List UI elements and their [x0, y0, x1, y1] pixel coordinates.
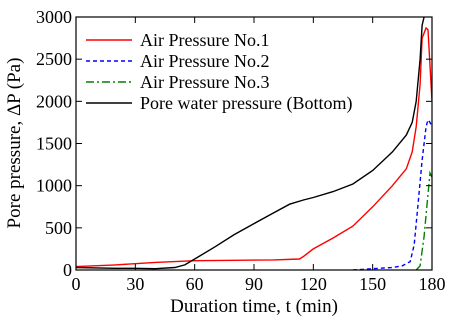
- x-tick-label: 150: [359, 274, 386, 294]
- y-tick-label: 500: [45, 218, 72, 238]
- legend-label-1: Air Pressure No.1: [140, 30, 269, 50]
- x-tick-label: 120: [300, 274, 327, 294]
- y-tick-label: 0: [63, 260, 72, 280]
- y-tick-label: 1500: [36, 134, 72, 154]
- y-tick-label: 2500: [36, 49, 72, 69]
- x-tick-label: 30: [126, 274, 144, 294]
- y-tick-label: 1000: [36, 176, 72, 196]
- x-tick-label: 0: [72, 274, 81, 294]
- series-line-1: [76, 26, 432, 268]
- x-tick-label: 180: [419, 274, 446, 294]
- x-axis-title: Duration time, t (min): [170, 296, 338, 317]
- y-axis-title: Pore pressure, ΔP (Pa): [4, 58, 25, 229]
- x-tick-label: 60: [186, 274, 204, 294]
- series-line-2: [352, 118, 432, 270]
- series-line-4: [76, 17, 425, 270]
- legend-label-2: Air Pressure No.2: [140, 51, 269, 71]
- x-tick-label: 90: [245, 274, 263, 294]
- legend-label-3: Air Pressure No.3: [140, 72, 269, 92]
- y-tick-label: 3000: [36, 7, 72, 27]
- legend-label-4: Pore water pressure (Bottom): [140, 93, 352, 114]
- y-tick-label: 2000: [36, 91, 72, 111]
- series-line-3: [415, 170, 432, 270]
